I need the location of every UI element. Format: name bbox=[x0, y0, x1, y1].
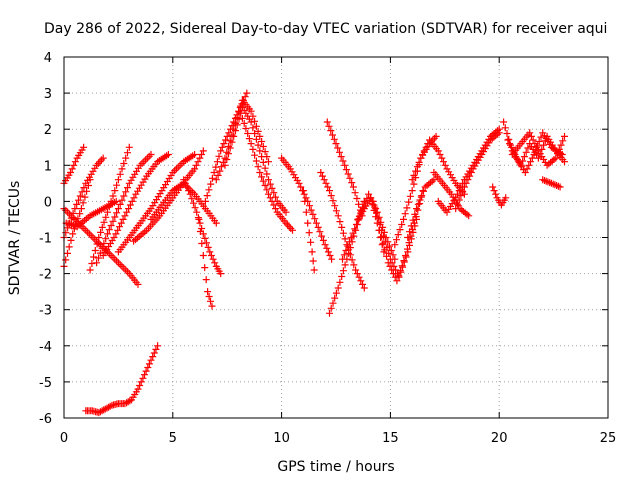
y-tick-label: 1 bbox=[44, 159, 52, 174]
x-axis-label: GPS time / hours bbox=[277, 459, 394, 475]
y-tick-label: 0 bbox=[44, 195, 52, 210]
x-tick-label: 5 bbox=[169, 431, 177, 446]
y-tick-label: 2 bbox=[44, 123, 52, 138]
plot-frame bbox=[63, 56, 609, 419]
y-tick-label: -1 bbox=[39, 232, 52, 247]
series-s17 bbox=[238, 114, 296, 234]
series-s7 bbox=[93, 151, 155, 267]
y-tick-label: -5 bbox=[39, 376, 52, 391]
y-tick-label: -2 bbox=[39, 268, 52, 283]
y-axis-label: SDTVAR / TECUs bbox=[7, 181, 23, 296]
chart-title: Day 286 of 2022, Sidereal Day-to-day VTE… bbox=[44, 21, 607, 37]
y-tick-label: 3 bbox=[44, 87, 52, 102]
series-s33 bbox=[489, 183, 510, 209]
y-tick-labels: -6 -5 -4 -3 -2 -1 0 1 2 3 4 bbox=[39, 51, 52, 427]
grid bbox=[64, 57, 608, 418]
series-s8 bbox=[99, 151, 172, 259]
series-s37 bbox=[539, 176, 564, 191]
series-s12 bbox=[180, 176, 225, 278]
series-s16 bbox=[221, 104, 290, 216]
y-tick-label: -6 bbox=[39, 412, 52, 427]
x-tick-label: 15 bbox=[382, 431, 399, 446]
x-tick-label: 10 bbox=[273, 431, 290, 446]
series-s9 bbox=[114, 151, 199, 256]
y-tick-label: -3 bbox=[39, 304, 52, 319]
series-s18 bbox=[278, 154, 336, 263]
series-s14 bbox=[201, 89, 251, 205]
series-s36 bbox=[508, 129, 568, 169]
x-tick-labels: 0 5 10 15 20 25 bbox=[60, 431, 616, 446]
series-s19 bbox=[299, 187, 318, 274]
series-s6 bbox=[86, 143, 133, 274]
series-s38 bbox=[82, 342, 162, 417]
series-s13 bbox=[195, 215, 216, 310]
series-s31 bbox=[430, 169, 473, 220]
data-series bbox=[60, 89, 568, 417]
series-s32 bbox=[452, 129, 503, 213]
y-tick-label: -4 bbox=[39, 340, 52, 355]
x-tick-label: 20 bbox=[491, 431, 508, 446]
series-s27 bbox=[391, 132, 440, 249]
x-tick-label: 0 bbox=[60, 431, 68, 446]
series-s20 bbox=[317, 169, 368, 292]
y-tick-label: 4 bbox=[44, 51, 52, 66]
x-tick-label: 25 bbox=[600, 431, 617, 446]
series-s26 bbox=[376, 187, 427, 285]
series-s30 bbox=[434, 125, 503, 216]
series-s21 bbox=[323, 118, 366, 220]
series-s28 bbox=[404, 176, 438, 241]
series-s15 bbox=[212, 96, 272, 184]
